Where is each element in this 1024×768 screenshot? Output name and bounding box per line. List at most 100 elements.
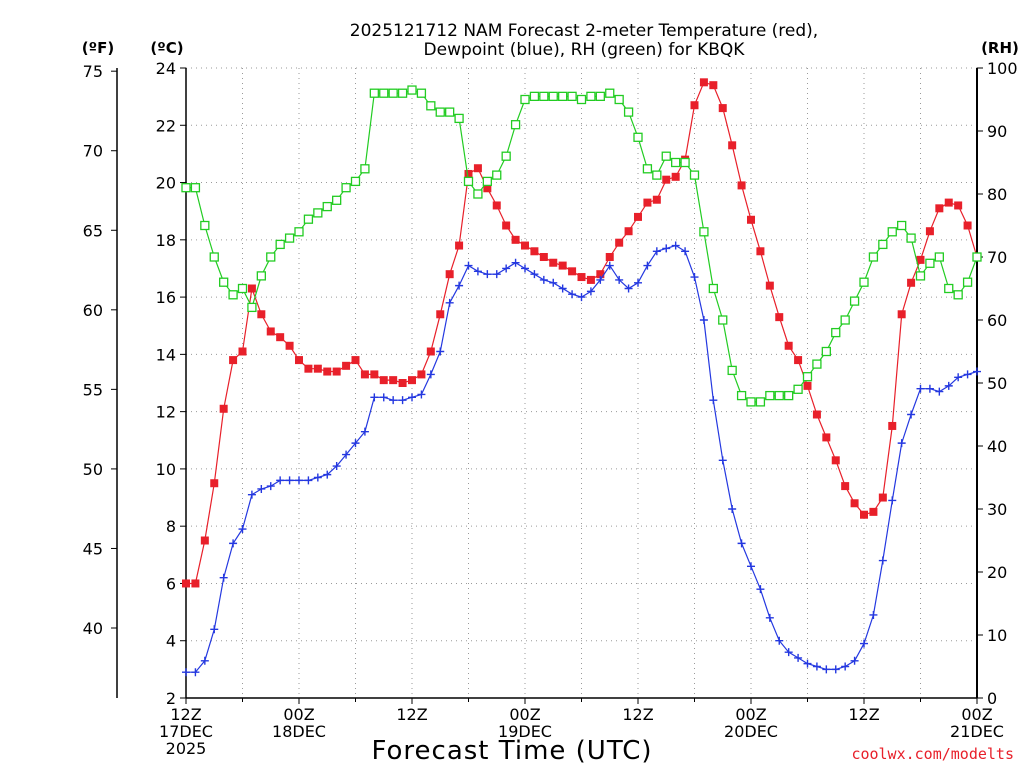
celsius-tick-label: 22 xyxy=(156,116,176,135)
data-point xyxy=(634,278,642,287)
data-point xyxy=(341,183,351,193)
data-point xyxy=(257,484,266,493)
data-point xyxy=(558,91,568,101)
data-point xyxy=(680,157,690,168)
series-rh xyxy=(181,85,982,407)
data-point xyxy=(209,252,219,262)
data-point xyxy=(794,356,803,365)
data-point xyxy=(408,376,416,385)
rh-unit-label: (RH) xyxy=(981,39,1019,57)
x-axis-label: Forecast Time (UTC) xyxy=(371,736,652,766)
data-point xyxy=(539,275,548,284)
data-point xyxy=(379,376,388,385)
time-tick-label: 12Z xyxy=(396,705,427,724)
fahrenheit-tick-label: 75 xyxy=(83,62,103,81)
data-point xyxy=(549,258,558,267)
data-point xyxy=(671,172,680,181)
data-point xyxy=(295,356,303,365)
data-point xyxy=(623,107,634,117)
credit-label: coolwx.com/modelts xyxy=(851,745,1014,763)
data-point xyxy=(624,227,633,236)
data-point xyxy=(191,579,200,588)
chart-title-line1: 2025121712 NAM Forecast 2-meter Temperat… xyxy=(350,21,818,41)
chart-title-line2: Dewpoint (blue), RH (green) for KBQK xyxy=(424,40,746,60)
data-point xyxy=(907,410,916,419)
data-point xyxy=(558,284,567,293)
rh-tick-label: 50 xyxy=(987,374,1007,393)
data-point xyxy=(775,313,784,322)
data-point xyxy=(182,579,190,588)
data-point xyxy=(238,525,247,534)
data-point xyxy=(849,296,860,306)
data-point xyxy=(577,273,586,282)
data-point xyxy=(360,164,370,174)
data-point xyxy=(492,201,501,210)
data-point xyxy=(332,367,341,376)
data-point xyxy=(821,346,831,357)
time-tick-label: 12Z xyxy=(622,705,653,724)
data-point xyxy=(906,233,916,243)
time-tick-label: 20DEC xyxy=(724,722,778,741)
fahrenheit-tick-label: 55 xyxy=(83,380,103,399)
data-point xyxy=(276,476,285,485)
data-point xyxy=(322,201,332,212)
celsius-tick-label: 18 xyxy=(156,231,176,250)
data-point xyxy=(351,439,360,448)
data-point xyxy=(200,220,210,231)
data-point xyxy=(878,239,888,250)
data-point xyxy=(962,277,973,287)
data-point xyxy=(709,81,718,90)
data-point xyxy=(210,625,219,634)
data-point xyxy=(521,264,529,273)
data-point xyxy=(219,573,228,582)
data-point xyxy=(332,462,341,471)
data-point xyxy=(840,315,850,325)
data-point xyxy=(502,221,511,230)
data-point xyxy=(567,91,577,101)
data-point xyxy=(304,476,313,485)
data-point xyxy=(445,298,454,307)
data-point xyxy=(483,184,492,193)
data-point xyxy=(596,270,605,279)
data-point xyxy=(916,255,925,264)
data-point xyxy=(304,364,313,373)
data-point xyxy=(756,585,765,594)
data-point xyxy=(850,499,859,508)
data-point xyxy=(436,347,445,356)
data-point xyxy=(181,183,191,193)
data-point xyxy=(699,78,708,87)
data-point xyxy=(389,376,398,385)
data-point xyxy=(285,341,294,350)
data-point xyxy=(972,252,982,262)
time-tick-label: 21DEC xyxy=(950,722,1004,741)
time-tick-label: 19DEC xyxy=(498,722,552,741)
data-point xyxy=(803,659,812,668)
data-point xyxy=(284,233,295,243)
data-point xyxy=(370,370,379,379)
axes xyxy=(116,68,978,699)
data-point xyxy=(539,253,548,261)
rh-tick-label: 40 xyxy=(987,437,1007,456)
data-point xyxy=(860,639,868,648)
data-point xyxy=(605,261,614,270)
data-point xyxy=(747,562,755,571)
data-point xyxy=(586,91,596,101)
fahrenheit-tick-label: 40 xyxy=(83,619,103,638)
data-point xyxy=(850,656,859,665)
time-tick-label: 18DEC xyxy=(272,722,326,741)
data-point xyxy=(841,662,850,671)
data-point xyxy=(718,456,727,465)
data-point xyxy=(709,396,718,405)
celsius-tick-label: 4 xyxy=(166,632,176,651)
data-point xyxy=(568,290,577,299)
data-point xyxy=(595,91,605,101)
data-point xyxy=(455,241,464,250)
celsius-tick-label: 10 xyxy=(156,460,176,479)
data-point xyxy=(859,277,869,287)
time-tick-label: 00Z xyxy=(283,705,314,724)
data-point xyxy=(492,170,502,180)
data-point xyxy=(435,107,445,117)
data-point xyxy=(925,258,935,268)
fahrenheit-tick-label: 65 xyxy=(83,221,103,240)
data-point xyxy=(689,170,700,180)
